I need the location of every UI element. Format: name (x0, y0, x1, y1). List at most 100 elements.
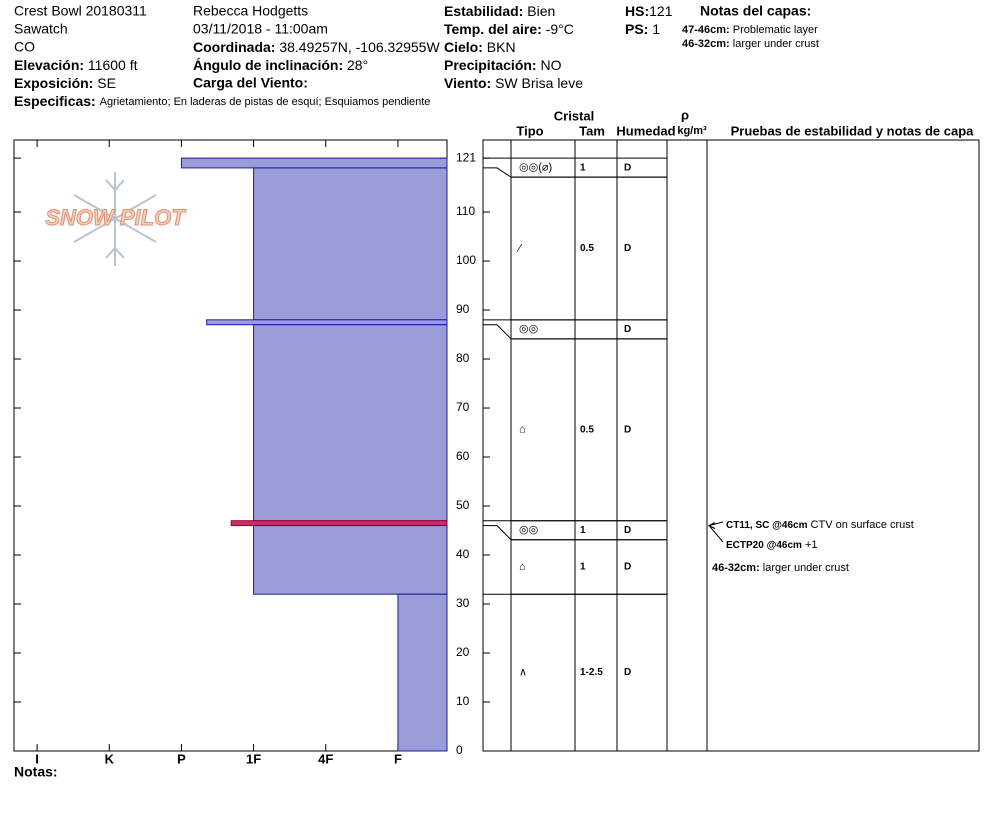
test-code: CT11, SC @46cm (726, 520, 808, 531)
state: CO (14, 39, 35, 55)
grain-size: 1 (580, 162, 586, 173)
value: 38.49257N, -106.32955W (279, 39, 440, 55)
grain-size: 1 (580, 562, 586, 573)
moisture: D (624, 162, 631, 173)
label: HS: (625, 3, 649, 19)
layer-note: 47-46cm: Problematic layer (682, 24, 818, 36)
layer-bar (253, 167, 448, 321)
y-tick-label: 100 (456, 253, 476, 267)
header-crystal: Cristal (554, 108, 594, 123)
label: Ángulo de inclinación: (193, 57, 343, 73)
grain-type: ⁄ (516, 242, 523, 254)
stability: Estabilidad: Bien (444, 3, 555, 19)
precipitation: Precipitación: NO (444, 57, 562, 73)
moisture: D (624, 424, 631, 435)
sky: Cielo: BKN (444, 39, 516, 55)
stability-test: CT11, SC @46cm CTV on surface crust (726, 519, 914, 531)
header-density-unit: kg/m³ (677, 125, 707, 137)
test-comment: +1 (805, 539, 818, 551)
moisture: D (624, 324, 631, 335)
label: PS: (625, 21, 648, 37)
value: Agrietamiento; En laderas de pistas de e… (100, 96, 431, 108)
ps: PS: 1 (625, 21, 660, 37)
logo (73, 172, 157, 266)
layer-bar (397, 593, 448, 752)
table-columns (510, 140, 708, 751)
layer-connector (483, 525, 512, 541)
grain-type: ◎◎(⌀) (519, 162, 552, 174)
header-moisture: Humedad (616, 123, 675, 138)
x-tick-label: K (105, 751, 115, 766)
value: SE (97, 75, 116, 91)
value: Bien (527, 3, 555, 19)
y-tick-label: 0 (456, 743, 463, 757)
label: Especificas: (14, 93, 96, 109)
test-comment: CTV on surface crust (811, 519, 914, 531)
label: Precipitación: (444, 57, 537, 73)
test-note: 46-32cm: larger under crust (712, 562, 849, 574)
header-size: Tam (579, 123, 605, 138)
y-tick-label: 40 (456, 547, 470, 561)
label: Exposición: (14, 75, 93, 91)
grain-type: ∧ (519, 667, 527, 679)
layer-bar (180, 157, 448, 169)
y-tick-label: 80 (456, 351, 470, 365)
layer-connector (483, 167, 512, 178)
wind: Viento: SW Brisa leve (444, 75, 583, 91)
notes-label: Notas: (14, 764, 58, 780)
datetime: 03/11/2018 - 11:00am (193, 21, 328, 37)
layer-note: 46-32cm: larger under crust (682, 38, 819, 50)
x-tick-label: I (35, 751, 39, 766)
site-name: Crest Bowl 20180311 (14, 3, 147, 19)
x-tick-label: 4F (318, 751, 333, 766)
label: 47-46cm: (682, 24, 730, 36)
text: larger under crust (763, 562, 849, 574)
text: Problematic layer (733, 24, 818, 36)
value: BKN (487, 39, 516, 55)
specifics: Especificas: Agrietamiento; En laderas d… (14, 93, 430, 109)
y-tick-label: 20 (456, 645, 470, 659)
text: larger under crust (733, 38, 819, 50)
layer-bar (206, 319, 448, 326)
header-type: Tipo (516, 123, 543, 138)
stability-test: ECTP20 @46cm +1 (726, 539, 818, 551)
aspect: Exposición: SE (14, 75, 116, 91)
grain-size: 1 (580, 525, 586, 536)
moisture: D (624, 562, 631, 573)
range: Sawatch (14, 21, 68, 37)
slope-angle: Ángulo de inclinación: 28° (193, 57, 368, 73)
grain-size: 0.5 (580, 424, 594, 435)
observer: Rebecca Hodgetts (193, 3, 308, 19)
hs: HS:121 (625, 3, 673, 19)
wind-loading: Carga del Viento: (193, 75, 308, 91)
y-tick-label: 121 (456, 150, 476, 164)
layer-bar (253, 324, 448, 522)
value: 121 (649, 3, 673, 19)
y-tick-label: 30 (456, 596, 470, 610)
label: Viento: (444, 75, 491, 91)
x-tick-label: F (394, 751, 402, 766)
label: Temp. del aire: (444, 21, 542, 37)
label: Elevación: (14, 57, 84, 73)
grain-size: 0.5 (580, 243, 594, 254)
elevation: Elevación: 11600 ft (14, 57, 138, 73)
layer-notes-title: Notas del capas: (700, 3, 811, 19)
moisture: D (624, 525, 631, 536)
air-temp: Temp. del aire: -9°C (444, 21, 574, 37)
moisture: D (624, 667, 631, 678)
value: 11600 ft (88, 57, 138, 73)
value: 1 (652, 21, 660, 37)
label: 46-32cm: (682, 38, 730, 50)
grain-type: ⌂ (519, 561, 526, 573)
test-code: ECTP20 @46cm (726, 540, 802, 551)
header-density: ρ (681, 107, 689, 122)
arrow-head (707, 522, 716, 530)
grain-type: ⌂ (519, 424, 526, 436)
layer-bar (230, 520, 448, 527)
moisture: D (624, 243, 631, 254)
coordinates: Coordinada: 38.49257N, -106.32955W (193, 39, 440, 55)
layer-bar (253, 525, 448, 595)
label: Coordinada: (193, 39, 275, 55)
